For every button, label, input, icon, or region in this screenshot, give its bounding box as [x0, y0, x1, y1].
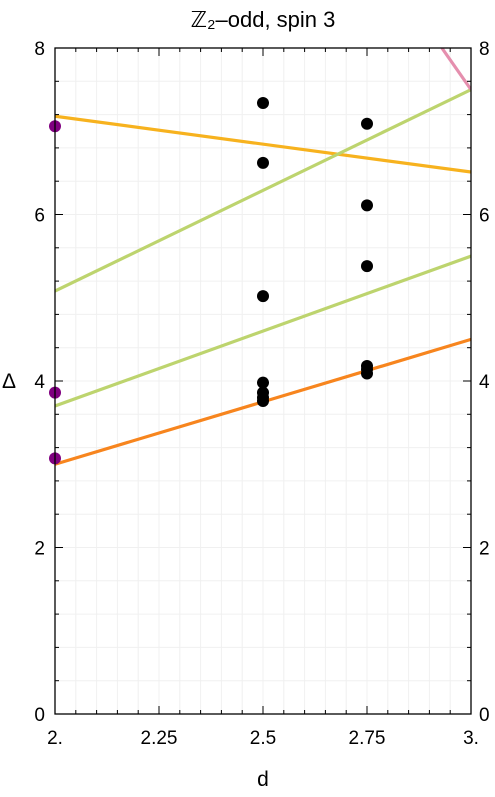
y-tick-label-left: 2 — [34, 539, 45, 560]
x-tick-label: 3. — [463, 728, 479, 749]
series-lines — [55, 48, 471, 466]
y-tick-label-right: 4 — [479, 372, 490, 393]
x-tick-label: 2.75 — [349, 728, 386, 749]
y-tick-label-right: 8 — [479, 39, 490, 60]
axis-ticks: 2. 2.25 2.5 2.75 3.0 02 24 46 68 8 — [34, 39, 490, 749]
series-line-1 — [55, 114, 471, 174]
y-tick-label-right: 2 — [479, 539, 490, 560]
data-point — [257, 394, 269, 407]
y-tick-label-left: 6 — [34, 206, 45, 227]
data-point — [361, 199, 373, 212]
series-line-3 — [55, 254, 471, 408]
y-tick-label-left: 8 — [34, 39, 45, 60]
data-point — [257, 376, 269, 389]
x-tick-label: 2.25 — [141, 728, 178, 749]
grid — [55, 48, 471, 714]
data-point — [361, 260, 373, 273]
x-axis-label: d — [257, 768, 269, 791]
x-tick-label: 2. — [47, 728, 63, 749]
series-line-5 — [440, 48, 471, 91]
y-tick-label-left: 4 — [34, 372, 45, 393]
y-tick-label-right: 6 — [479, 206, 490, 227]
data-point — [257, 96, 269, 109]
series-line-2 — [55, 88, 471, 293]
data-point — [361, 117, 373, 130]
data-point — [257, 156, 269, 169]
y-tick-label-right: 0 — [479, 705, 490, 726]
y-tick-label-left: 0 — [34, 705, 45, 726]
x-tick-label: 2.5 — [250, 728, 276, 749]
data-point — [257, 290, 269, 303]
data-point — [361, 367, 373, 380]
y-axis-label: Δ — [2, 370, 16, 393]
chart-title: ℤ₂–odd, spin 3 — [191, 7, 336, 32]
